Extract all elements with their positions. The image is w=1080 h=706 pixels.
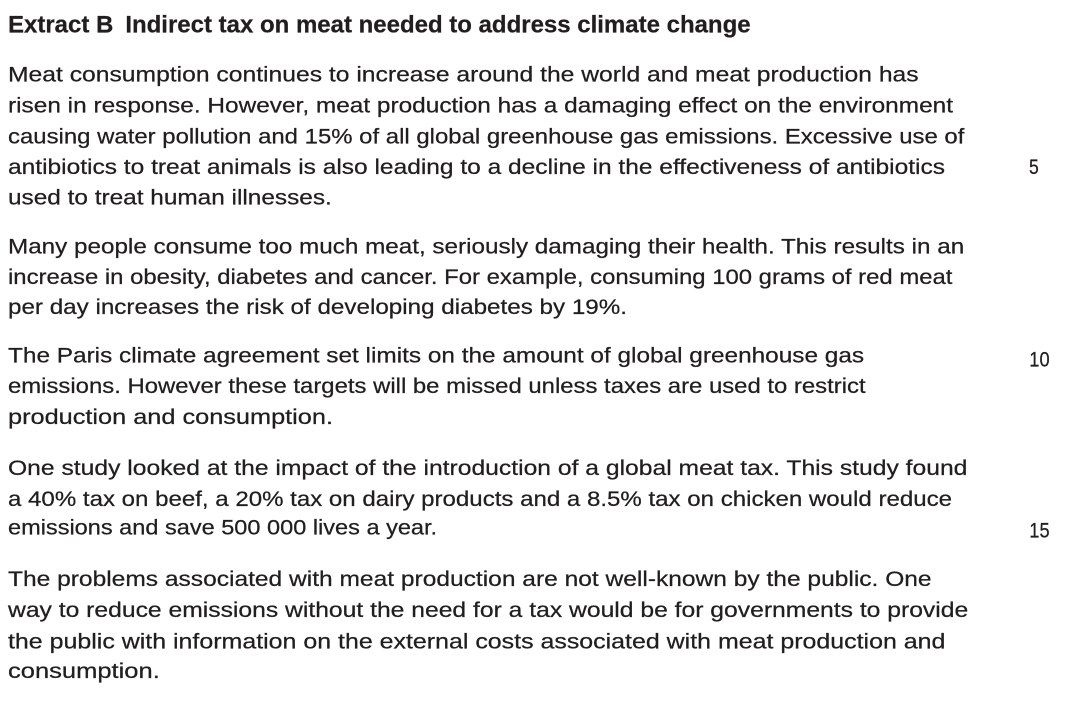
svg-text:the public with information on: the public with information on the exter… [8, 629, 945, 653]
svg-text:used to treat human illnesses.: used to treat human illnesses. [8, 185, 332, 209]
svg-text:5: 5 [1029, 155, 1039, 179]
svg-text:per day increases the risk of: per day increases the risk of developing… [8, 295, 627, 319]
svg-text:consumption.: consumption. [8, 659, 160, 683]
svg-text:15: 15 [1029, 518, 1049, 542]
svg-text:antibiotics to treat animals i: antibiotics to treat animals is also lea… [8, 155, 945, 179]
svg-text:increase in obesity, diabetes: increase in obesity, diabetes and cancer… [8, 265, 952, 289]
svg-text:causing water pollution and 15: causing water pollution and 15% of all g… [8, 124, 964, 148]
svg-text:emissions and save 500 000 liv: emissions and save 500 000 lives a year. [8, 516, 437, 540]
svg-text:production and consumption.: production and consumption. [8, 405, 333, 429]
svg-text:Extract B Indirect tax on meat: Extract B Indirect tax on meat needed to… [8, 12, 751, 39]
svg-text:Meat consumption continues to: Meat consumption continues to increase a… [8, 63, 919, 87]
svg-text:a 40% tax on beef, a 20% tax o: a 40% tax on beef, a 20% tax on dairy pr… [8, 487, 952, 511]
svg-text:The problems associated with m: The problems associated with meat produc… [8, 567, 932, 591]
svg-text:Many people consume too much m: Many people consume too much meat, serio… [8, 235, 964, 259]
svg-text:risen in response. However, me: risen in response. However, meat product… [8, 94, 953, 118]
svg-text:emissions. However these targe: emissions. However these targets will be… [8, 374, 866, 398]
svg-text:way to reduce emissions withou: way to reduce emissions without the need… [7, 598, 968, 622]
svg-text:The Paris climate agreement se: The Paris climate agreement set limits o… [8, 344, 864, 368]
svg-text:10: 10 [1029, 348, 1049, 372]
svg-text:One study looked at the impact: One study looked at the impact of the in… [8, 456, 967, 480]
